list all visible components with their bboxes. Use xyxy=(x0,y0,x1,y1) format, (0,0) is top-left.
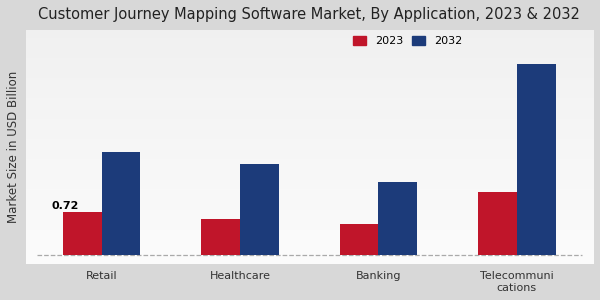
Bar xyxy=(340,224,379,255)
Bar xyxy=(101,152,140,255)
Bar xyxy=(202,219,240,255)
Text: 0.72: 0.72 xyxy=(52,201,79,211)
Bar xyxy=(478,192,517,255)
Bar xyxy=(517,64,556,255)
Bar xyxy=(240,164,279,255)
Bar xyxy=(379,182,417,255)
Title: Customer Journey Mapping Software Market, By Application, 2023 & 2032: Customer Journey Mapping Software Market… xyxy=(38,7,580,22)
Legend: 2023, 2032: 2023, 2032 xyxy=(353,36,463,46)
Bar xyxy=(63,212,101,255)
Y-axis label: Market Size in USD Billion: Market Size in USD Billion xyxy=(7,71,20,223)
